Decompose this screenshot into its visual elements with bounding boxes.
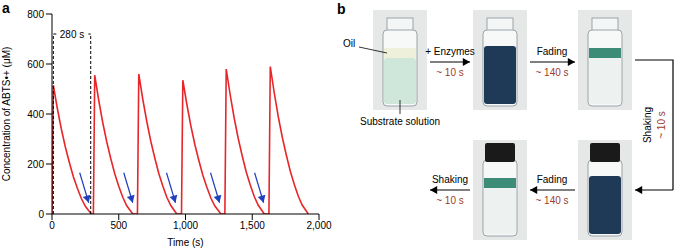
svg-text:~ 10 s: ~ 10 s (436, 195, 464, 206)
svg-text:1,500: 1,500 (240, 220, 265, 231)
svg-text:Shaking: Shaking (432, 174, 468, 185)
svg-text:500: 500 (110, 220, 127, 231)
svg-text:400: 400 (27, 109, 44, 120)
svg-text:600: 600 (27, 59, 44, 70)
svg-text:~ 140 s: ~ 140 s (535, 67, 568, 78)
svg-text:~ 140 s: ~ 140 s (535, 195, 568, 206)
svg-text:~ 10 s: ~ 10 s (656, 111, 667, 139)
svg-text:Oil: Oil (343, 38, 355, 49)
svg-text:Fading: Fading (537, 174, 568, 185)
svg-text:Time (s): Time (s) (167, 237, 203, 248)
svg-text:Shaking: Shaking (642, 107, 653, 143)
svg-text:Substrate solution: Substrate solution (360, 116, 440, 127)
svg-text:280 s: 280 s (60, 29, 84, 40)
svg-text:0: 0 (49, 220, 55, 231)
svg-text:+ Enzymes: + Enzymes (425, 46, 475, 57)
svg-text:800: 800 (27, 9, 44, 20)
svg-text:b: b (337, 1, 346, 17)
svg-text:2,000: 2,000 (306, 220, 331, 231)
html-text:a: a (2, 0, 10, 16)
svg-text:0: 0 (38, 209, 44, 220)
svg-text:200: 200 (27, 159, 44, 170)
svg-text:Fading: Fading (537, 46, 568, 57)
svg-text:Concentration of ABTS•+ (μM): Concentration of ABTS•+ (μM) (1, 47, 12, 182)
svg-text:1,000: 1,000 (173, 220, 198, 231)
svg-text:~ 10 s: ~ 10 s (436, 67, 464, 78)
